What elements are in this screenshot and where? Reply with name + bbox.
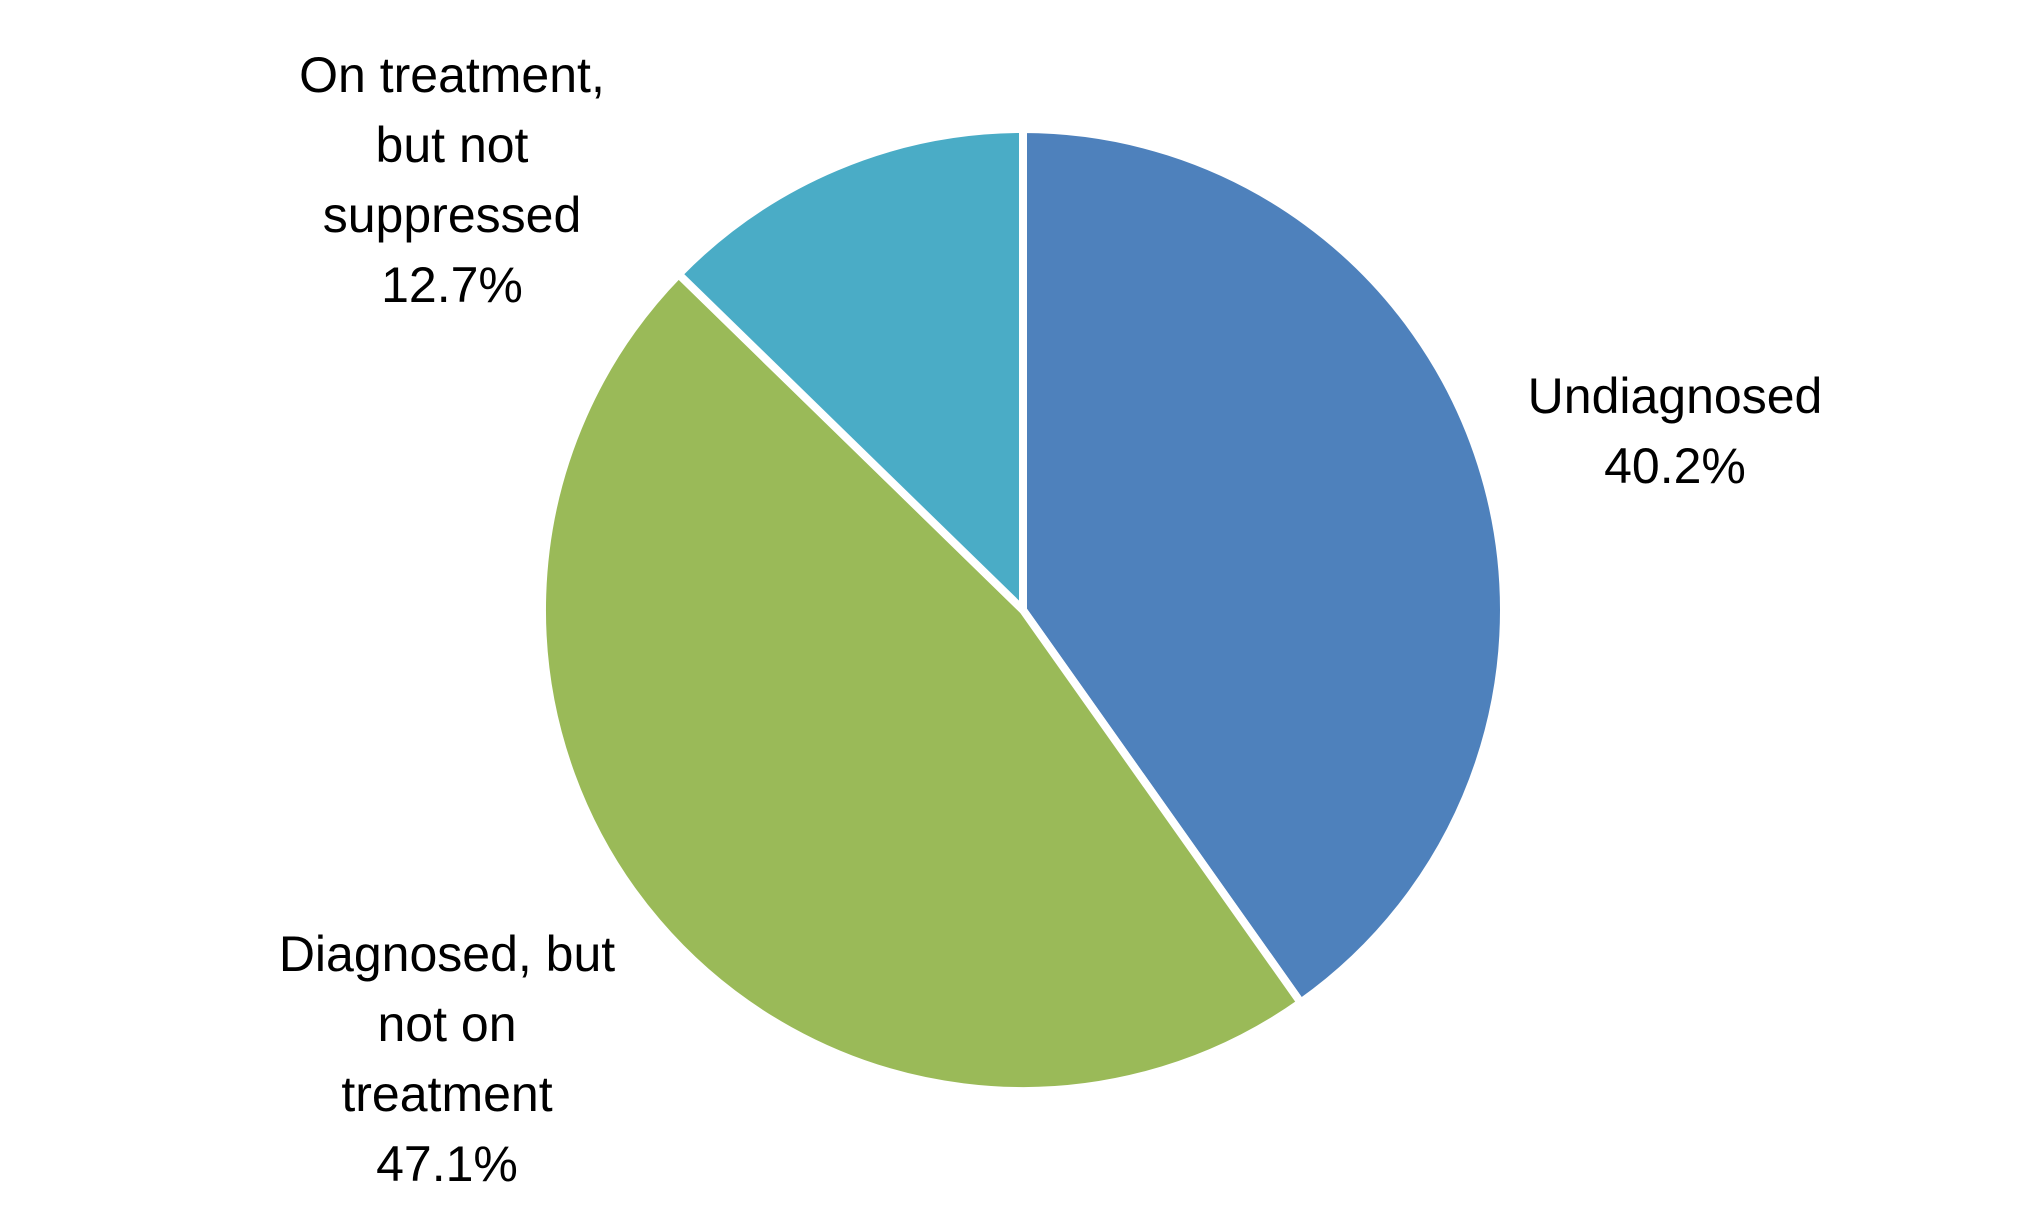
slice-label-undiagnosed: Undiagnosed 40.2% bbox=[1527, 368, 1823, 494]
slice-label-diagnosed-not-on-treatment: Diagnosed, but not on treatment 47.1% bbox=[278, 926, 616, 1192]
pie-slice-diagnosed-not-on-treatment bbox=[538, 270, 1305, 1095]
pie-slice-undiagnosed bbox=[1019, 125, 1508, 1007]
slice-label-on-treatment-not-suppressed: On treatment, but not suppressed 12.7% bbox=[299, 47, 605, 313]
pie-slice-on-treatment-not-suppressed bbox=[674, 125, 1027, 614]
